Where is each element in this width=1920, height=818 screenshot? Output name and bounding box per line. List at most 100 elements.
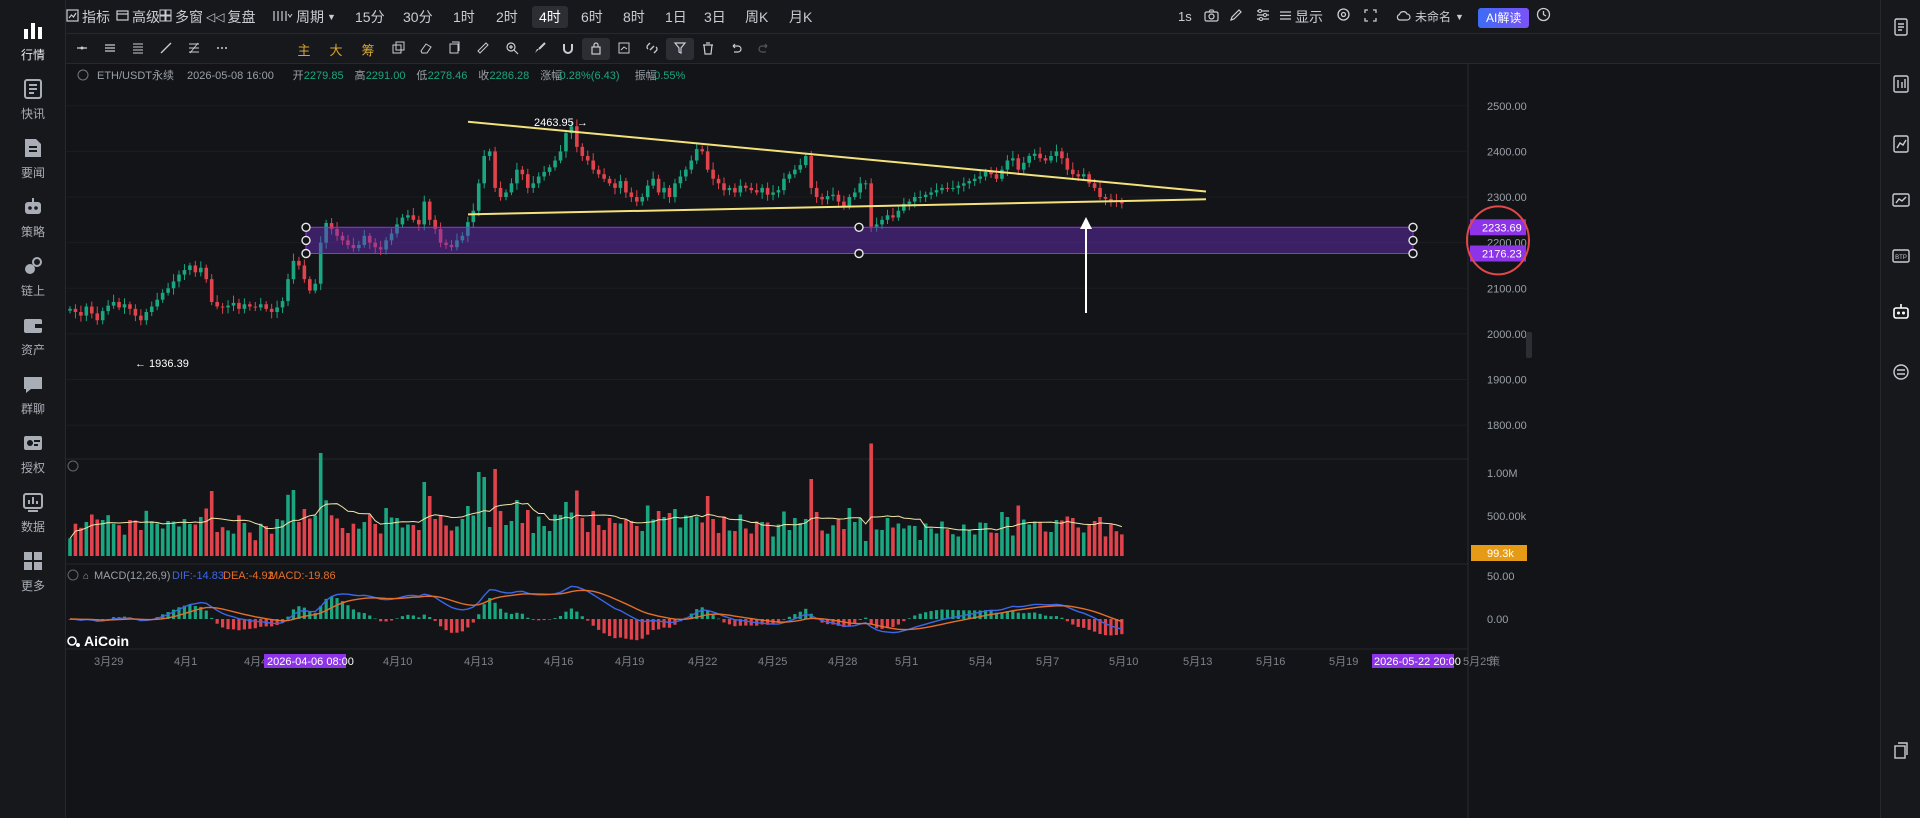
more-dots-tool[interactable] (208, 34, 236, 64)
sidebar-item-8[interactable]: 授权 (0, 425, 66, 483)
redo-tool[interactable] (750, 34, 778, 64)
overlay-chip-button[interactable]: 筹 (361, 42, 375, 58)
brand-name: AiCoin (84, 633, 129, 649)
period-tab-11[interactable]: 月K (789, 9, 813, 25)
volume-bar (1109, 524, 1113, 556)
volume-bar (122, 534, 127, 556)
macd-histogram-bar (509, 613, 514, 619)
candle-body (940, 187, 944, 191)
sidebar-item-5[interactable]: 链上 (0, 248, 66, 306)
volume-bar (231, 533, 236, 556)
period-tab-1[interactable]: 15分 (355, 9, 385, 25)
zoom-in-tool[interactable] (498, 34, 526, 64)
right-tool-2[interactable] (1881, 70, 1920, 100)
macd-histogram-bar (248, 619, 252, 629)
period-tab-7[interactable]: 8时 (623, 9, 645, 25)
period-dropdown[interactable]: 周期 ▼ (296, 0, 342, 34)
candle-body (73, 308, 78, 313)
settings-button[interactable] (1336, 0, 1356, 34)
upper-trendline[interactable] (467, 120, 1207, 193)
adjust-button[interactable] (1256, 0, 1276, 34)
display-button[interactable]: 显示 (1279, 0, 1333, 34)
period-tab-3[interactable]: 1时 (453, 9, 475, 25)
right-tool-6[interactable] (1881, 298, 1920, 328)
indicator-button[interactable]: 指标 (66, 0, 116, 34)
lower-trendline[interactable] (467, 198, 1207, 216)
period-tab-10[interactable]: 周K (745, 9, 769, 25)
ruler-tool[interactable] (469, 34, 497, 64)
volume-bar (934, 533, 939, 556)
candle-body (1065, 158, 1070, 170)
template-tool[interactable] (610, 34, 638, 64)
eraser-tool[interactable] (412, 34, 440, 64)
sidebar-item-2[interactable]: 快讯 (0, 71, 66, 129)
parallel-channel-tool[interactable] (124, 34, 152, 64)
right-tool-8[interactable] (1881, 737, 1920, 767)
chart-canvas[interactable]: 2600.002500.002400.002300.002200.002100.… (66, 55, 1880, 818)
macd-histogram-bar (624, 619, 628, 639)
sidebar-item-3[interactable]: 要闻 (0, 130, 66, 188)
candle-body (215, 301, 219, 307)
period-tab-8[interactable]: 1日 (665, 9, 687, 25)
layout-dropdown[interactable]: 未命名 ▼ (1396, 0, 1476, 34)
ai-interpret-button[interactable]: AI解读 (1478, 8, 1530, 28)
right-tool-5[interactable]: BTP (1881, 242, 1920, 272)
period-tab-4[interactable]: 2时 (496, 9, 518, 25)
edit-button[interactable] (1229, 0, 1249, 34)
volume-bar (983, 523, 988, 556)
right-tool-1[interactable] (1881, 13, 1920, 43)
horizontal-line-tool[interactable] (68, 34, 96, 64)
macd-histogram-bar (1043, 615, 1048, 619)
volume-bar (624, 519, 628, 556)
multi-window-button[interactable]: 多窗 (159, 0, 203, 34)
right-tool-4[interactable] (1881, 186, 1920, 216)
volume-bar (362, 522, 367, 556)
trash-tool[interactable] (694, 34, 722, 64)
advanced-button[interactable]: 高级 (116, 0, 160, 34)
right-tool-7[interactable] (1881, 358, 1920, 388)
right-tool-3[interactable] (1881, 130, 1920, 160)
fullscreen-button[interactable] (1364, 0, 1384, 34)
sidebar-item-6[interactable]: 资产 (0, 307, 66, 365)
macd-histogram-bar (498, 608, 503, 619)
chart-type-button[interactable] (272, 0, 302, 34)
overlay-big-button[interactable]: 大 (329, 42, 343, 58)
copy-tool[interactable] (440, 34, 468, 64)
candle-body (689, 160, 694, 170)
candle-body (716, 178, 721, 184)
brush-tool[interactable] (526, 34, 554, 64)
candle-body (171, 281, 176, 289)
period-tab-2[interactable]: 30分 (403, 9, 433, 25)
period-tab-9[interactable]: 3日 (704, 9, 726, 25)
overlay-main-button[interactable]: 主 (297, 42, 311, 58)
time-highlight-left: 2026-04-06 08:00 (264, 654, 354, 668)
filter-tool[interactable] (666, 38, 694, 60)
chart-area[interactable]: 2600.002500.002400.002300.002200.002100.… (66, 55, 1880, 818)
period-tab-6[interactable]: 6时 (581, 9, 603, 25)
undo-tool[interactable] (722, 34, 750, 64)
camera-button[interactable] (1204, 0, 1224, 34)
sidebar-item-10[interactable]: 更多 (0, 543, 66, 601)
fib-tool[interactable] (180, 34, 208, 64)
sidebar-item-1[interactable]: 行情 (0, 12, 66, 70)
sidebar-item-4[interactable]: 策略 (0, 189, 66, 247)
trend-line-tool[interactable] (152, 34, 180, 64)
volume-bar (847, 508, 852, 556)
period-tab-5[interactable]: 4时 (532, 6, 568, 28)
arrow-annotation[interactable] (1080, 217, 1092, 313)
link-tool[interactable] (638, 34, 666, 64)
sidebar-item-9[interactable]: 数据 (0, 484, 66, 542)
pane-resize-handle[interactable] (1526, 332, 1532, 358)
macd-histogram-bar (466, 619, 470, 628)
sidebar-item-7[interactable]: 群聊 (0, 366, 66, 424)
magnet-tool[interactable] (554, 34, 582, 64)
refresh-interval[interactable]: 1s (1178, 9, 1192, 24)
candles[interactable] (68, 119, 1124, 326)
replay-button[interactable]: ◁◁ 复盘 (206, 0, 264, 34)
clock-button[interactable] (1536, 0, 1556, 34)
horizontal-lines-tool[interactable] (96, 34, 124, 64)
support-zone[interactable] (301, 222, 1418, 259)
zone-handle (854, 248, 864, 259)
copy-layer-tool[interactable] (384, 34, 412, 64)
lock-tool[interactable] (582, 38, 610, 60)
